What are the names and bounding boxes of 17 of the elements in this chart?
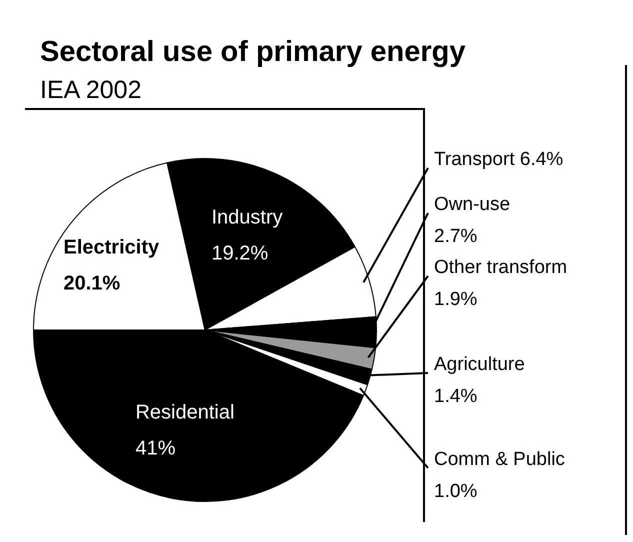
data-label: 1.9% xyxy=(434,289,478,310)
chart-subtitle: IEA 2002 xyxy=(40,76,142,105)
slice-label: Electricity xyxy=(64,236,160,258)
chart-title: Sectoral use of primary energy xyxy=(40,36,466,69)
data-label: 1.0% xyxy=(434,481,478,502)
slice-label: Residential xyxy=(135,401,234,424)
slice-label: Comm & Public xyxy=(434,449,565,470)
slice-label: Own-use xyxy=(434,194,510,216)
data-label: 1.4% xyxy=(434,386,478,408)
data-label: 2.7% xyxy=(434,226,478,248)
slice-label: Agriculture xyxy=(434,354,525,376)
data-label: 41% xyxy=(135,437,176,460)
data-label: 20.1% xyxy=(64,272,120,294)
slice-label: Other transform xyxy=(434,257,568,278)
slice-label: Transport 6.4% xyxy=(434,149,564,170)
data-label: 19.2% xyxy=(211,242,268,265)
slice-label: Industry xyxy=(211,206,283,229)
